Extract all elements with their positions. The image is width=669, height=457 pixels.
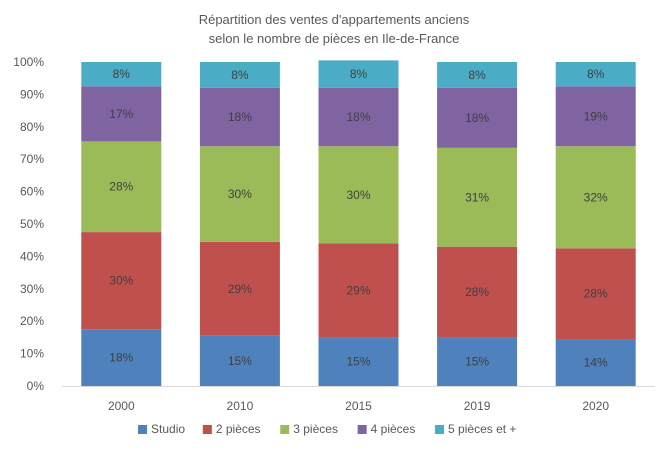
data-label: 8% [231,68,249,82]
bar-segment [318,243,399,338]
bar-segment [199,335,280,386]
bar-segment [555,146,636,249]
y-tick-label: 70% [20,152,44,166]
data-label: 15% [228,354,252,368]
data-label: 29% [346,283,370,297]
bar-segment [555,86,636,147]
data-label: 8% [113,67,131,81]
y-tick-label: 20% [20,314,44,328]
data-label: 17% [109,107,133,121]
legend-swatch [357,425,367,434]
legend-label: 2 pièces [216,422,261,436]
y-tick-label: 50% [20,217,44,231]
legend-label: 3 pièces [293,422,338,436]
data-label: 29% [228,282,252,296]
data-label: 8% [350,67,368,81]
chart-title-line-1: Répartition des ventes d'appartements an… [199,12,470,27]
bar-segment [81,86,162,142]
data-label: 30% [109,274,133,288]
bar-segment [318,87,399,147]
data-label: 32% [584,190,608,204]
bar-segment [81,141,162,233]
bar-segment [318,337,399,386]
legend: Studio 2 pièces 3 pièces 4 pièces 5 pièces e… [138,422,516,436]
bar-segment [81,232,162,330]
bar-segment [199,146,280,242]
data-label: 28% [109,180,133,194]
legend-swatch [138,425,148,434]
data-label: 18% [109,351,133,365]
bar-segment [81,62,162,87]
data-label: 30% [228,187,252,201]
data-label: 31% [465,190,489,204]
y-tick-label: 40% [20,249,44,263]
x-tick-label: 2019 [464,399,491,413]
bar-segment [555,339,636,386]
y-tick-label: 80% [20,120,44,134]
chart-title-line-2: selon le nombre de pièces en Ile-de-Fran… [209,31,460,46]
bar-segment [318,60,399,88]
data-label: 19% [584,109,608,123]
bar-segment [437,87,518,148]
x-tick-label: 2010 [227,399,254,413]
data-label: 8% [468,68,486,82]
y-tick-label: 30% [20,282,44,296]
legend-swatch [280,425,290,434]
data-label: 30% [346,188,370,202]
bar-segment [437,147,518,247]
bar-segment [199,87,280,147]
data-label: 18% [228,110,252,124]
bar-segment [81,329,162,386]
data-label: 28% [465,285,489,299]
legend-label: Studio [151,422,185,436]
bar-segment [199,62,280,88]
data-label: 15% [346,355,370,369]
legend-label: 4 pièces [371,422,416,436]
legend-swatch [435,425,445,434]
data-label: 14% [584,356,608,370]
y-tick-label: 0% [27,379,45,393]
plot-area: 0% 10% 20% 30% 40% 50% 60% 70% 80% 90% 100% 18% 30% 2… [13,55,655,413]
x-tick-label: 2000 [108,399,135,413]
x-tick-label: 2015 [345,399,372,413]
x-tick-label: 2020 [582,399,609,413]
data-label: 15% [465,355,489,369]
y-tick-label: 60% [20,185,44,199]
data-label: 18% [346,110,370,124]
data-label: 18% [465,111,489,125]
legend-label: 5 pièces et + [448,422,516,436]
y-tick-label: 10% [20,347,44,361]
bar-segment [199,241,280,336]
bar-segment [318,146,399,244]
y-tick-label: 100% [13,55,44,69]
bar-segment [555,248,636,340]
data-label: 28% [584,287,608,301]
bar-segment [437,337,518,386]
bar-segment [437,246,518,338]
y-tick-label: 90% [20,87,44,101]
legend-swatch [202,425,212,434]
bar-segment [437,62,518,88]
bar-segment [555,62,636,87]
data-label: 8% [587,67,605,81]
